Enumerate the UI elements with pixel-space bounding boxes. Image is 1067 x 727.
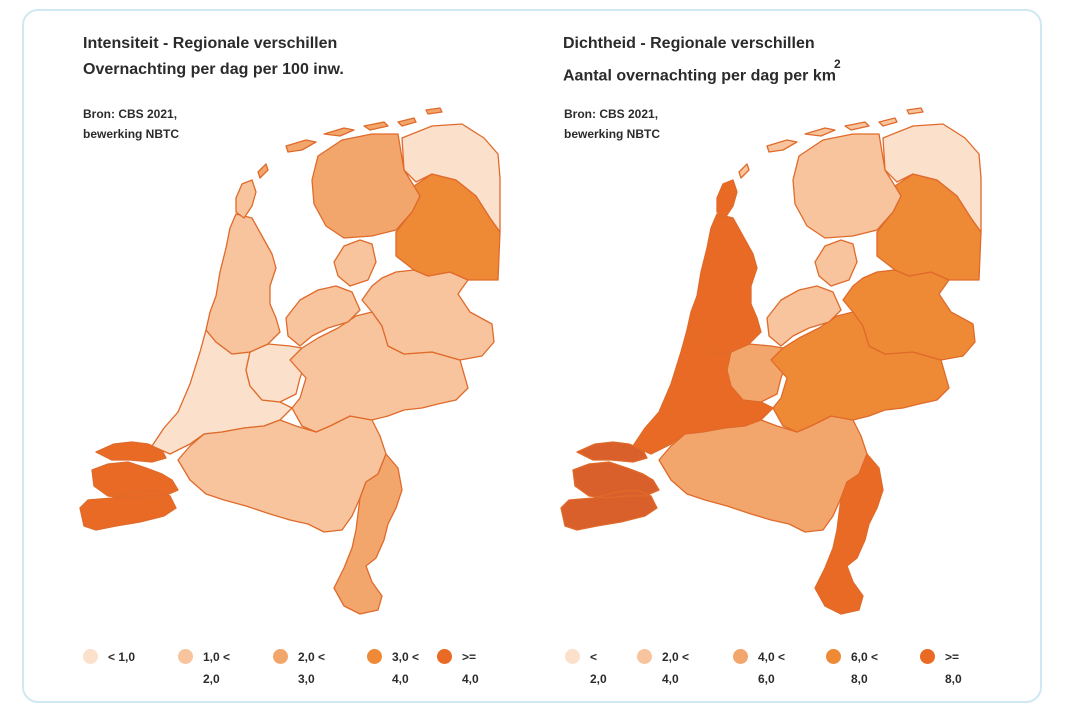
region-friesland bbox=[311, 133, 421, 239]
legend-label-line1: 4,0 < bbox=[758, 650, 786, 664]
region-groningen bbox=[401, 123, 501, 233]
legend-label-line1: < 1,0 bbox=[108, 650, 136, 664]
region-noord-brabant bbox=[658, 415, 868, 533]
legend-label-line1: 2,0 < bbox=[662, 650, 690, 664]
right-title-line1: Dichtheid - Regionale verschillen bbox=[563, 35, 815, 52]
right-title-superscript: 2 bbox=[833, 57, 841, 71]
legend-label-line2: 8,0 bbox=[851, 672, 868, 686]
region-texel bbox=[235, 179, 257, 219]
left-map-title: Intensiteit - Regionale verschillen Over… bbox=[83, 31, 344, 83]
region-noord-holland bbox=[205, 213, 281, 355]
legend-label-line2: 8,0 bbox=[945, 672, 962, 686]
legend-swatch-2 bbox=[178, 649, 193, 664]
legend-label-4: 3,0 < 4,0 bbox=[392, 646, 440, 690]
legend-swatch-2 bbox=[637, 649, 652, 664]
legend-swatch-1 bbox=[83, 649, 98, 664]
legend-label-line2: 3,0 bbox=[298, 672, 315, 686]
legend-label-4: 6,0 < 8,0 bbox=[851, 646, 899, 690]
legend-label-3: 2,0 < 3,0 bbox=[298, 646, 346, 690]
legend-label-line1: 2,0 < bbox=[298, 650, 326, 664]
legend-label-line1: 6,0 < bbox=[851, 650, 879, 664]
legend-swatch-1 bbox=[565, 649, 580, 664]
left-netherlands-map bbox=[79, 107, 501, 615]
region-texel bbox=[716, 179, 738, 219]
left-title-line2: Overnachting per dag per 100 inw. bbox=[83, 61, 344, 78]
legend-swatch-5 bbox=[437, 649, 452, 664]
right-source: Bron: CBS 2021, bewerking NBTC bbox=[564, 104, 660, 144]
legend-label-line2: 6,0 bbox=[758, 672, 775, 686]
region-flevoland bbox=[766, 239, 858, 347]
right-map-panel: Dichtheid - Regionale verschillen Aantal… bbox=[481, 0, 982, 727]
legend-label-line2: 4,0 bbox=[392, 672, 409, 686]
legend-label-line1: >= bbox=[462, 650, 477, 664]
region-friesland bbox=[792, 133, 902, 239]
region-zeeland bbox=[560, 441, 660, 531]
region-zeeland bbox=[79, 441, 179, 531]
legend-label-5: >= 4,0 bbox=[462, 646, 510, 690]
legend-swatch-3 bbox=[273, 649, 288, 664]
left-source: Bron: CBS 2021, bewerking NBTC bbox=[83, 104, 179, 144]
legend-label-line1: 1,0 < bbox=[203, 650, 231, 664]
region-gelderland bbox=[289, 311, 469, 433]
region-limburg bbox=[814, 453, 884, 615]
legend-label-line2: 4,0 bbox=[462, 672, 479, 686]
legend-label-line1: >= bbox=[945, 650, 960, 664]
region-groningen bbox=[882, 123, 982, 233]
legend-label-line1: < bbox=[590, 650, 598, 664]
region-noord-brabant bbox=[177, 415, 387, 533]
legend-swatch-4 bbox=[367, 649, 382, 664]
right-title-line2-text: Aantal overnachting per dag per km bbox=[563, 67, 836, 85]
legend-label-line2: 2,0 bbox=[590, 672, 607, 686]
legend-label-1: <2,0 bbox=[590, 646, 638, 690]
region-noord-holland bbox=[686, 213, 762, 355]
left-map-panel: Intensiteit - Regionale verschillen Over… bbox=[0, 0, 501, 727]
legend-label-line2: 4,0 bbox=[662, 672, 679, 686]
legend-swatch-4 bbox=[826, 649, 841, 664]
region-wadden bbox=[257, 107, 443, 179]
right-source-line1: Bron: CBS 2021, bbox=[564, 107, 659, 121]
right-source-line2: bewerking NBTC bbox=[564, 127, 661, 141]
legend-swatch-3 bbox=[733, 649, 748, 664]
left-title-line1: Intensiteit - Regionale verschillen bbox=[83, 35, 338, 52]
legend-label-3: 4,0 < 6,0 bbox=[758, 646, 806, 690]
region-wadden bbox=[738, 107, 924, 179]
left-source-line1: Bron: CBS 2021, bbox=[83, 107, 178, 121]
legend-swatch-5 bbox=[920, 649, 935, 664]
region-limburg bbox=[333, 453, 403, 615]
right-map-title: Dichtheid - Regionale verschillen Aantal… bbox=[563, 31, 841, 89]
region-flevoland bbox=[285, 239, 377, 347]
legend-label-1: < 1,0 bbox=[108, 646, 156, 668]
region-gelderland bbox=[770, 311, 950, 433]
right-netherlands-map bbox=[560, 107, 982, 615]
legend-label-2: 2,0 < 4,0 bbox=[662, 646, 710, 690]
legend-label-5: >= 8,0 bbox=[945, 646, 993, 690]
right-title-line2: Aantal overnachting per dag per km2 bbox=[563, 57, 841, 89]
legend-label-line1: 3,0 < bbox=[392, 650, 420, 664]
card-frame bbox=[22, 9, 1042, 703]
region-overijssel bbox=[842, 269, 976, 361]
legend-label-2: 1,0 < 2,0 bbox=[203, 646, 251, 690]
region-overijssel bbox=[361, 269, 495, 361]
left-source-line2: bewerking NBTC bbox=[83, 127, 180, 141]
legend-label-line2: 2,0 bbox=[203, 672, 220, 686]
